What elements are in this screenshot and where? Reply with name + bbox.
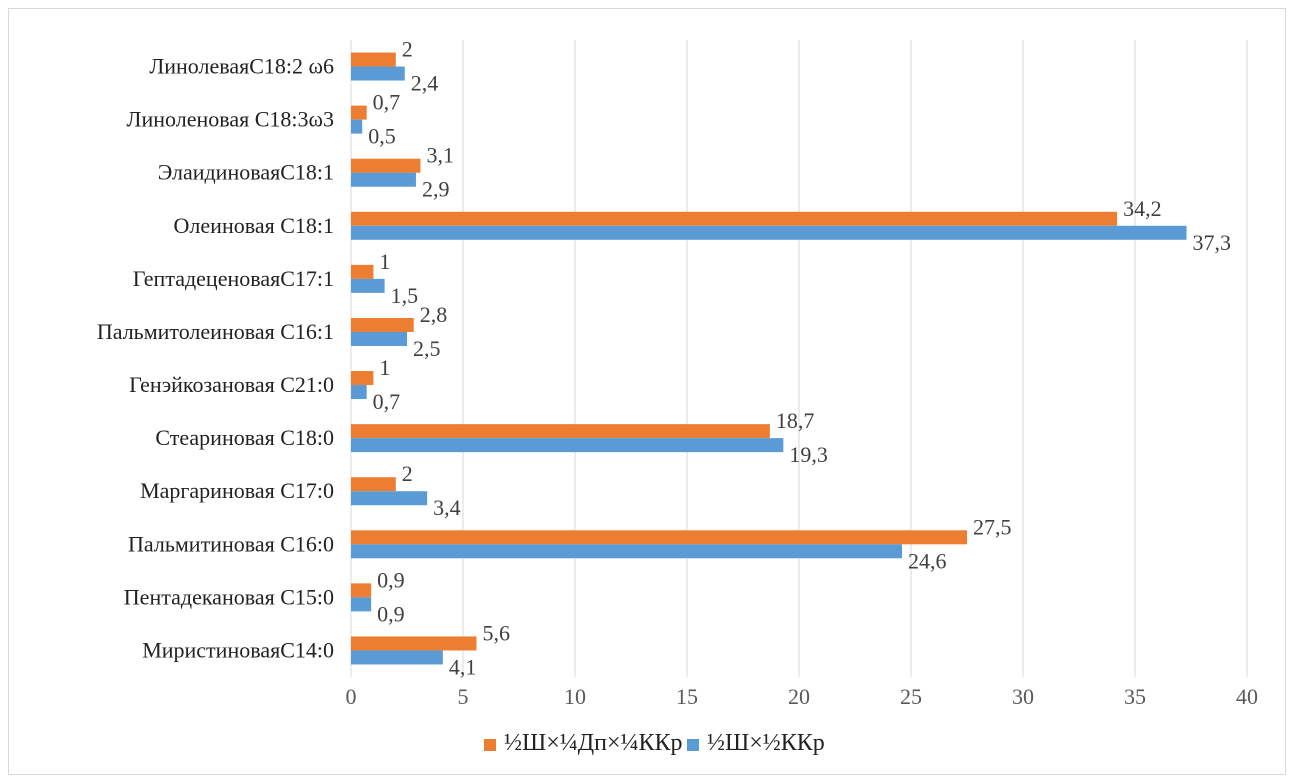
bar-blue [351,650,443,665]
data-label: 2,4 [411,71,439,96]
bar-blue [351,544,903,559]
bar-orange [351,211,1118,226]
category-label: Маргариновая С17:0 [140,478,334,503]
bar-orange [351,371,374,386]
x-tick-label: 30 [1012,684,1034,709]
data-label: 3,4 [433,495,461,520]
bar-orange [351,636,477,651]
bar-orange [351,477,396,492]
data-label: 4,1 [449,654,477,679]
bar-orange [351,105,367,120]
x-tick-label: 25 [900,684,922,709]
category-label: Пентадекановая С15:0 [124,584,334,609]
category-label: ГептадеценоваяС17:1 [133,266,334,291]
bar-blue [351,172,416,187]
data-label: 24,6 [908,548,947,573]
legend-label: ½Ш×½ККр [707,730,825,756]
bar-blue [351,331,407,346]
bar-blue [351,119,363,134]
data-label: 0,5 [368,124,396,149]
chart-container: 0 5 10 15 20 25 30 35 40 МиристиноваяС14:0 5,6 4,1 П… [8,8,1286,775]
bar-blue [351,597,372,612]
x-tick-label: 10 [564,684,586,709]
data-label: 0,7 [373,90,401,115]
x-tick-label: 15 [676,684,698,709]
category-label: МиристиноваяС14:0 [142,637,334,662]
category-label: Олеиновая С18:1 [174,213,334,238]
bar-orange [351,530,967,545]
data-label: 2,5 [413,336,441,361]
category-label: Линоленовая С18:3ω3 [127,107,334,132]
category-label: Пальмитиновая С16:0 [128,531,334,556]
x-tick-label: 0 [346,684,357,709]
bar-blue [351,385,367,400]
data-label: 19,3 [789,442,828,467]
data-label: 34,2 [1123,196,1162,221]
data-label: 0,7 [373,389,401,414]
data-label: 2,8 [420,302,448,327]
data-label: 1 [379,355,390,380]
data-label: 2 [402,461,413,486]
data-label: 0,9 [377,601,405,626]
x-tick-label: 35 [1124,684,1146,709]
x-tick-label: 40 [1236,684,1258,709]
data-label: 18,7 [776,408,815,433]
x-tick-label: 5 [458,684,469,709]
data-label: 1,5 [391,283,419,308]
data-label: 27,5 [973,514,1012,539]
data-label: 37,3 [1193,230,1232,255]
category-label: ЭлаидиноваяС18:1 [158,160,334,185]
bar-orange [351,583,372,598]
data-label: 2 [402,37,413,62]
bar-blue [351,66,405,81]
data-label: 3,1 [426,143,454,168]
bar-orange [351,424,770,439]
bar-blue [351,278,385,293]
category-label: Стеариновая С18:0 [155,425,334,450]
legend-swatch [687,739,699,751]
bar-chart: 0 5 10 15 20 25 30 35 40 МиристиноваяС14:0 5,64,1 П… [97,37,1258,756]
bar-blue [351,438,784,453]
data-label: 2,9 [422,177,450,202]
bar-orange [351,158,421,173]
data-label: 0,9 [377,567,405,592]
category-label: Пальмитолеиновая С16:1 [97,319,334,344]
legend-label: ½Ш×¼Дп×¼ККр [504,730,683,756]
category-label: Генэйкозановая С21:0 [129,372,334,397]
legend-swatch [484,739,496,751]
bar-orange [351,52,396,67]
data-label: 5,6 [482,620,510,645]
bar-blue [351,225,1187,240]
category-label: ЛинолеваяС18:2 ω6 [149,54,334,79]
bar-blue [351,491,428,506]
x-tick-label: 20 [788,684,810,709]
data-label: 1 [379,249,390,274]
bar-orange [351,264,374,279]
bar-orange [351,317,414,332]
